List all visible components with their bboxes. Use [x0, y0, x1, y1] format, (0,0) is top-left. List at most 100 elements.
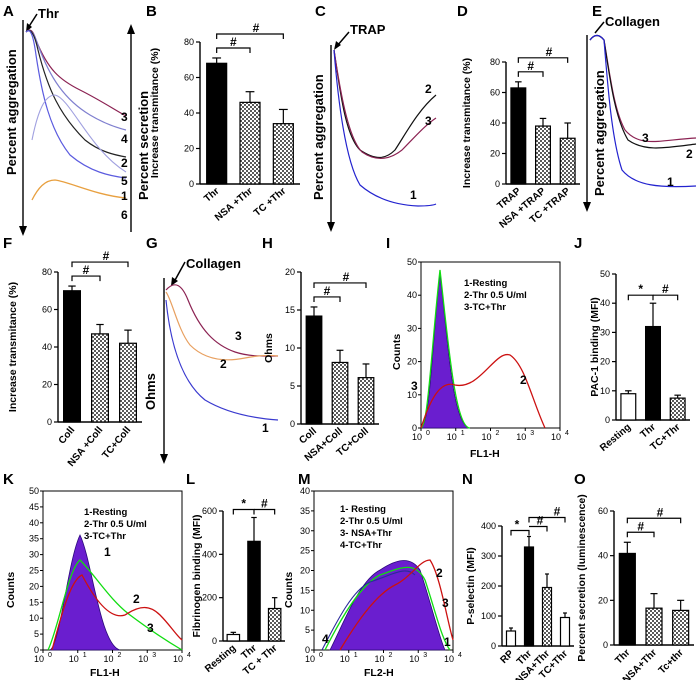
panel-l-ytick-label: 400 — [202, 549, 217, 559]
panel-k-ytick-label: 45 — [29, 502, 39, 512]
panel-i-legend-2: 2-Thr 0.5 U/ml — [464, 290, 527, 301]
panel-f-bar — [62, 290, 81, 423]
panel-c-agonist-arrowhead — [334, 41, 341, 50]
panel-i-xtick-label: 10 — [516, 432, 526, 442]
panel-l-bracket — [232, 508, 255, 515]
panel-e-curve-2: 2 — [686, 147, 693, 161]
panel-m-xtick-label: 10 — [340, 654, 350, 664]
panel-i-xtick-exponent: 3 — [530, 430, 534, 437]
panel-n-bracket — [528, 516, 566, 523]
panel-letter-i: I — [386, 235, 390, 252]
panel-n-sig-label: # — [554, 505, 561, 519]
panel-n-bracket — [510, 529, 530, 536]
panel-o-sig-label: # — [637, 519, 644, 533]
panel-l-category-label: Resting — [203, 643, 238, 675]
panel-m-ytick-label: 35 — [300, 506, 310, 516]
panel-h-bracket — [313, 282, 367, 288]
panel-k-xtick-label: 10 — [103, 654, 113, 664]
panel-k-ylabel: Counts — [5, 572, 17, 608]
panel-m-ytick-label: 10 — [300, 605, 310, 615]
panel-i-ytick-label: 0 — [412, 423, 417, 433]
panel-g-curve-3: 3 — [235, 329, 242, 343]
panel-d-ytick-label: 0 — [495, 179, 500, 189]
panel-m-xtick-exponent: 4 — [458, 652, 462, 659]
panel-k-ytick-label: 50 — [29, 486, 39, 496]
panel-m-xtick-label: 10 — [305, 654, 315, 664]
panel-k-xtick-label: 10 — [69, 654, 79, 664]
panel-k-curve-label-2: 2 — [133, 592, 140, 606]
panel-o-category-label: Tc+thr — [657, 647, 686, 676]
panel-k-curve-label-1: 1 — [104, 545, 111, 559]
panel-n-category-label: RP — [499, 648, 517, 666]
panel-m-curve-label-4: 4 — [322, 632, 329, 646]
panel-o-bracket — [626, 517, 682, 524]
panel-c-trace-2 — [333, 49, 437, 159]
panel-c-trace-3 — [333, 49, 437, 159]
panel-letter-a: A — [3, 3, 14, 20]
panel-b-category-label: Thr — [202, 186, 221, 205]
panel-n-bar — [505, 630, 517, 647]
panel-m-ytick-label: 20 — [300, 566, 310, 576]
panel-b-category-label: TC +Thr — [252, 186, 288, 219]
panel-k-ytick-label: 15 — [29, 597, 39, 607]
panel-b-bar-chart: 0 20 40 60 80 Increase transmitance (%) ThrNSA… — [149, 21, 300, 224]
panel-o-ytick-label: 20 — [598, 595, 608, 605]
panel-k-curve-label-3: 3 — [147, 621, 154, 635]
panel-h-sig-label: # — [343, 270, 350, 284]
panel-g-ylabel: Ohms — [143, 373, 158, 410]
panel-i-curve-label-2: 2 — [520, 373, 527, 387]
panel-f-category-label: Coll — [57, 425, 78, 447]
panel-a-trace-6 — [31, 179, 127, 201]
panel-g-agonist-arrowhead — [171, 277, 178, 286]
panel-m-curve-label-3: 3 — [442, 596, 449, 610]
panel-i-ytick-label: 40 — [407, 290, 417, 300]
panel-l-sig-label: # — [261, 497, 268, 511]
panel-o-bar-chart: 0 20 40 60 Percent secretion (luminescence) T… — [576, 494, 694, 680]
panel-a-trace-3 — [25, 29, 127, 117]
panel-j-bracket — [653, 294, 679, 301]
panel-g-agonist-label: Collagen — [186, 256, 241, 271]
panel-letter-l: L — [186, 471, 195, 488]
panel-i-xtick-label: 10 — [481, 432, 491, 442]
panel-i-xtick-exponent: 0 — [426, 430, 430, 437]
panel-m-xtick-exponent: 2 — [389, 652, 393, 659]
panel-m-legend-4: 4-TC+Thr — [340, 540, 382, 551]
panel-d-ylabel: Increase transmitance (%) — [461, 58, 473, 188]
panel-letter-c: C — [315, 3, 326, 20]
panel-h-bar — [305, 315, 323, 425]
panel-a-curve-2: 2 — [121, 156, 128, 170]
panel-f-sig-label: # — [83, 263, 90, 277]
panel-k-ytick-label: 40 — [29, 518, 39, 528]
panel-n-sig-label: # — [537, 514, 544, 528]
panel-a-curve-3: 3 — [121, 110, 128, 124]
panel-d-bracket — [517, 71, 544, 77]
panel-i-xtick-exponent: 1 — [461, 430, 465, 437]
panel-a-curve-5: 5 — [121, 174, 128, 188]
panel-c-agonist-label: TRAP — [350, 22, 386, 37]
panel-b-ytick-label: 80 — [184, 37, 194, 47]
panel-k-xtick-exponent: 1 — [83, 652, 87, 659]
panel-m-ytick-label: 25 — [300, 546, 310, 556]
panel-m-thr-curve — [339, 559, 454, 651]
panel-f-sig-label: # — [103, 249, 110, 263]
panel-n-sig-label: * — [515, 518, 520, 532]
panel-d-bracket — [517, 57, 569, 63]
panel-d-ytick-label: 40 — [490, 118, 500, 128]
panel-m-curve-label-1: 1 — [444, 635, 451, 649]
panel-b-category-label: NSA +Thr — [213, 186, 255, 224]
panel-h-bracket — [313, 296, 341, 302]
panel-c-curve-2: 2 — [425, 82, 432, 96]
panel-m-ytick-label: 30 — [300, 526, 310, 536]
panel-c-trace-1 — [333, 49, 437, 207]
panel-i-ytick-label: 10 — [407, 390, 417, 400]
panel-l-bracket — [254, 508, 276, 515]
panel-j-ytick-label: 50 — [600, 269, 610, 279]
panel-k-xtick-exponent: 3 — [152, 652, 156, 659]
panel-m-ytick-label: 15 — [300, 585, 310, 595]
panel-j-ytick-label: 10 — [600, 386, 610, 396]
panel-i-tc-thr-curve — [420, 269, 471, 429]
